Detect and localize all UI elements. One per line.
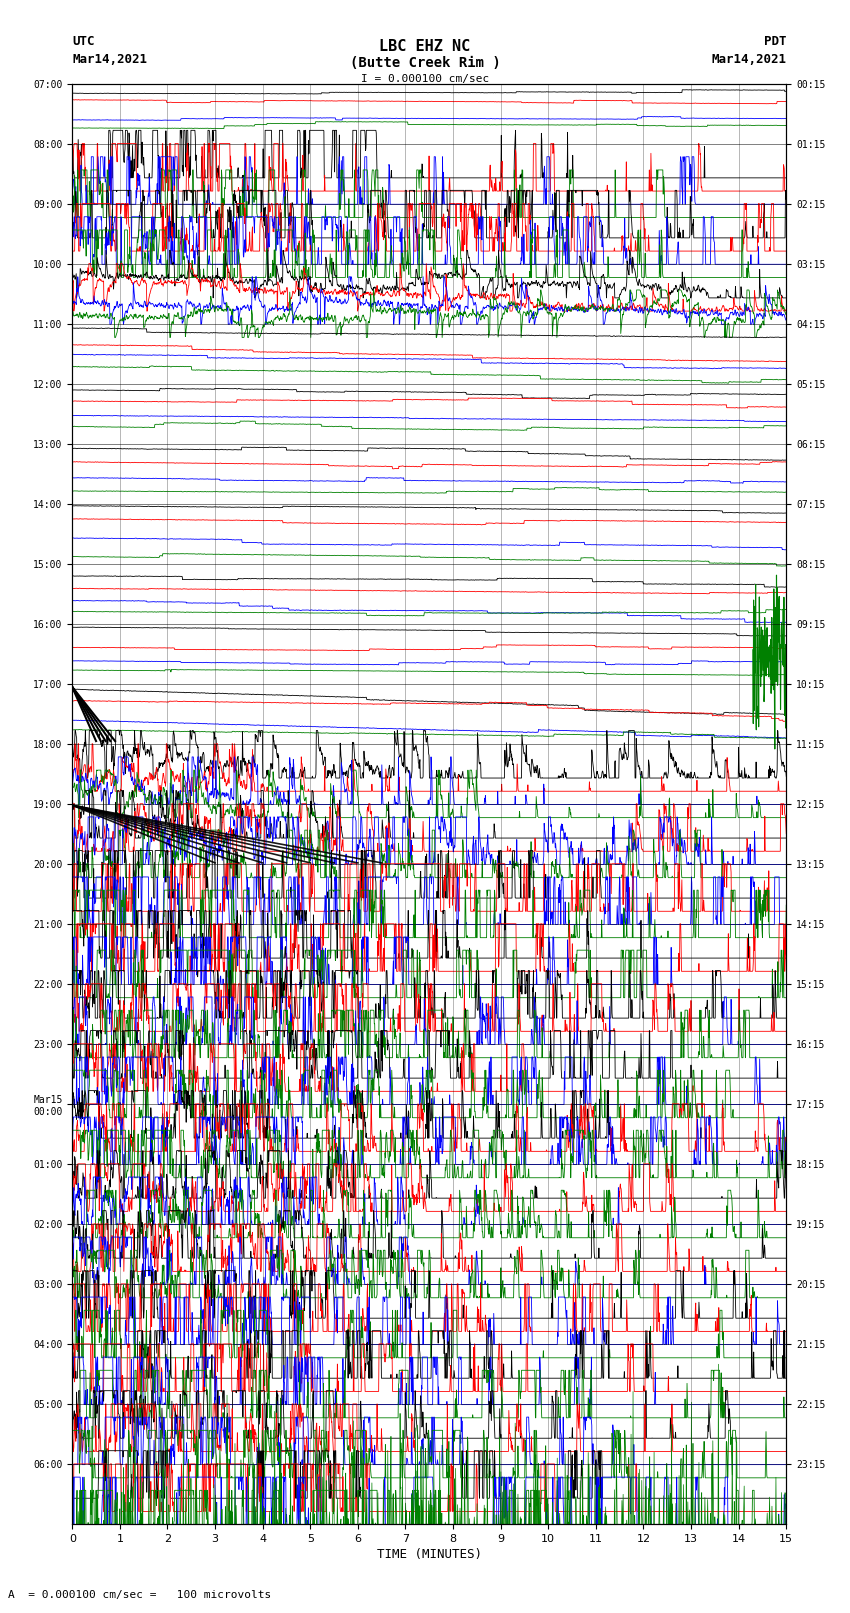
- Text: (Butte Creek Rim ): (Butte Creek Rim ): [349, 56, 501, 71]
- Text: LBC EHZ NC: LBC EHZ NC: [379, 39, 471, 53]
- X-axis label: TIME (MINUTES): TIME (MINUTES): [377, 1548, 482, 1561]
- Text: UTC: UTC: [72, 35, 94, 48]
- Text: Mar14,2021: Mar14,2021: [72, 53, 147, 66]
- Text: Mar14,2021: Mar14,2021: [711, 53, 786, 66]
- Text: I = 0.000100 cm/sec: I = 0.000100 cm/sec: [361, 74, 489, 84]
- Text: A  = 0.000100 cm/sec =   100 microvolts: A = 0.000100 cm/sec = 100 microvolts: [8, 1590, 272, 1600]
- Text: PDT: PDT: [764, 35, 786, 48]
